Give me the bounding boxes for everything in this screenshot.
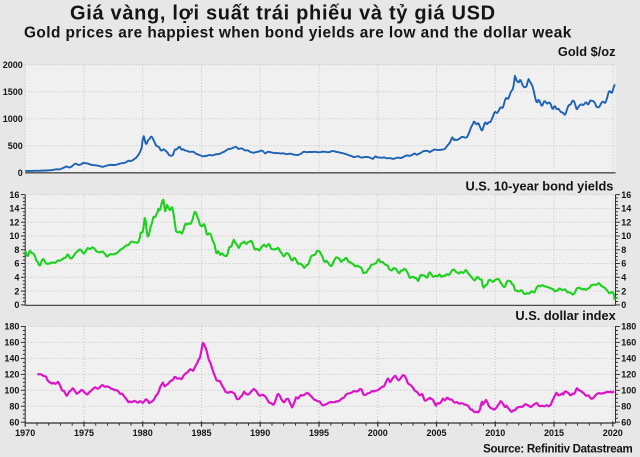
svg-text:10: 10	[621, 231, 631, 241]
svg-text:2000: 2000	[368, 428, 388, 438]
svg-text:1975: 1975	[74, 428, 94, 438]
svg-text:2010: 2010	[485, 428, 505, 438]
svg-text:16: 16	[621, 190, 631, 200]
svg-text:2015: 2015	[544, 428, 564, 438]
svg-text:4: 4	[621, 273, 626, 283]
svg-text:2020: 2020	[603, 428, 623, 438]
svg-text:160: 160	[4, 338, 19, 348]
svg-text:2: 2	[14, 286, 19, 296]
svg-text:120: 120	[621, 370, 636, 380]
svg-text:10: 10	[9, 231, 19, 241]
svg-text:16: 16	[9, 190, 19, 200]
svg-text:1970: 1970	[15, 428, 35, 438]
svg-text:U.S. dollar index: U.S. dollar index	[515, 308, 616, 323]
svg-text:0: 0	[18, 168, 23, 178]
svg-text:8: 8	[621, 245, 626, 255]
svg-text:4: 4	[14, 273, 19, 283]
svg-text:180: 180	[4, 322, 19, 332]
svg-text:1990: 1990	[250, 428, 270, 438]
svg-text:120: 120	[4, 370, 19, 380]
svg-text:500: 500	[8, 141, 23, 151]
svg-text:180: 180	[621, 322, 636, 332]
svg-text:140: 140	[621, 354, 636, 364]
svg-text:0: 0	[621, 300, 626, 310]
svg-text:1000: 1000	[3, 114, 23, 124]
svg-text:2005: 2005	[426, 428, 446, 438]
svg-text:Giá vàng, lợi suất trái phiếu: Giá vàng, lợi suất trái phiếu và tỷ giá …	[70, 2, 496, 24]
svg-text:6: 6	[621, 259, 626, 269]
svg-text:Gold prices are happiest when: Gold prices are happiest when bond yield…	[24, 25, 572, 42]
svg-text:2: 2	[621, 286, 626, 296]
svg-text:8: 8	[14, 245, 19, 255]
svg-text:Gold $/oz: Gold $/oz	[558, 44, 616, 59]
svg-text:12: 12	[9, 217, 19, 227]
svg-text:0: 0	[14, 300, 19, 310]
svg-text:Source: Refinitiv Datastream: Source: Refinitiv Datastream	[483, 444, 632, 456]
svg-text:6: 6	[14, 259, 19, 269]
svg-text:100: 100	[4, 386, 19, 396]
svg-text:160: 160	[621, 338, 636, 348]
svg-text:1980: 1980	[133, 428, 153, 438]
svg-text:60: 60	[621, 417, 631, 427]
svg-text:140: 140	[4, 354, 19, 364]
svg-text:80: 80	[621, 401, 631, 411]
svg-text:100: 100	[621, 386, 636, 396]
svg-text:1985: 1985	[191, 428, 211, 438]
svg-text:2000: 2000	[3, 60, 23, 70]
svg-text:U.S. 10-year bond yields: U.S. 10-year bond yields	[465, 178, 613, 193]
svg-text:14: 14	[621, 204, 631, 214]
svg-text:12: 12	[621, 217, 631, 227]
svg-text:1995: 1995	[309, 428, 329, 438]
svg-text:80: 80	[9, 401, 19, 411]
svg-text:14: 14	[9, 204, 19, 214]
svg-text:60: 60	[9, 417, 19, 427]
svg-text:1500: 1500	[3, 87, 23, 97]
